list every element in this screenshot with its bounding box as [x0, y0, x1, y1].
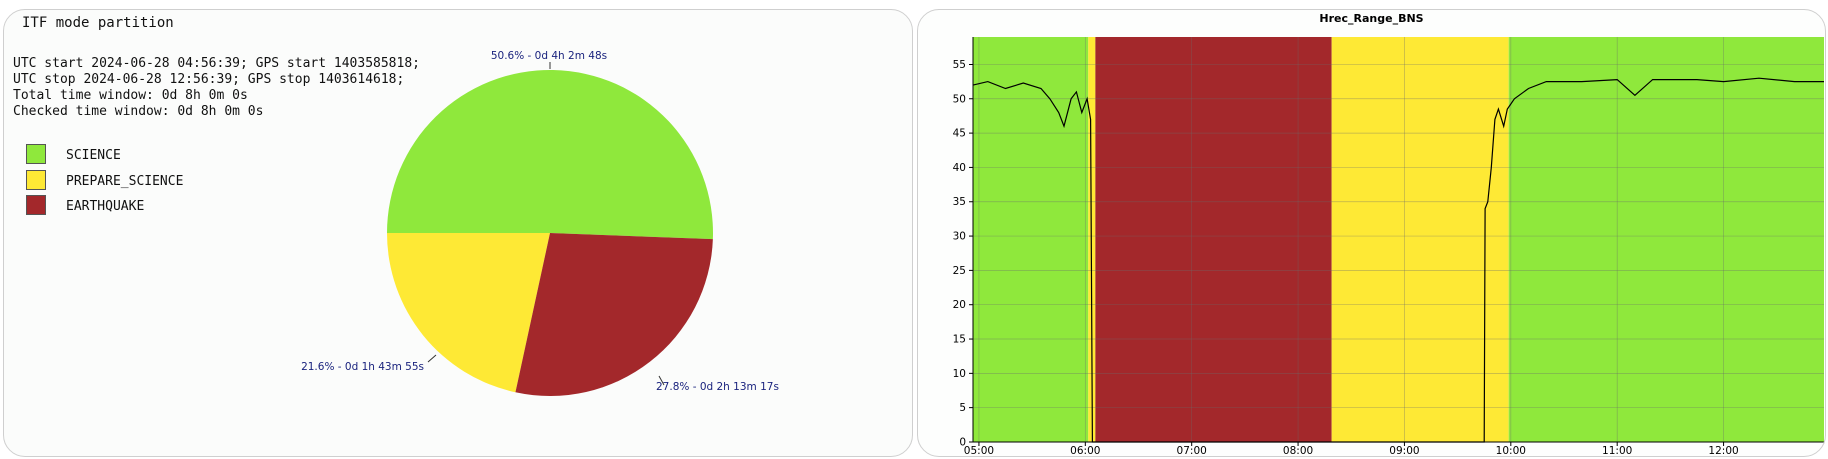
pie-label-tick-earthquake [658, 375, 665, 386]
y-tick-label-35: 35 [953, 196, 966, 208]
mode-partition-panel: ITF mode partition UTC start 2024-06-28 … [3, 9, 913, 457]
x-tick-label-0900: 09:00 [1389, 445, 1419, 457]
y-tick-label-25: 25 [953, 265, 966, 277]
pie-slice-earthquake [515, 233, 713, 397]
y-tick-label-10: 10 [953, 368, 966, 380]
mode-band-science-4 [1508, 37, 1824, 442]
utc-start-line: UTC start 2024-06-28 04:56:39; GPS start… [13, 56, 420, 71]
y-tick-label-55: 55 [953, 59, 966, 71]
pie-chart: 50.6% - 0d 4h 2m 48s 21.6% - 0d 1h 43m 55… [301, 50, 779, 397]
y-tick-label-50: 50 [953, 93, 966, 105]
checked-time-window-line: Checked time window: 0d 8h 0m 0s [13, 104, 264, 119]
legend-swatch-science [26, 144, 46, 164]
data-line-0 [972, 77, 1824, 443]
pie-label-prepare-science: 21.6% - 0d 1h 43m 55s [301, 361, 424, 373]
x-tick-label-1200: 12:00 [1708, 445, 1738, 457]
y-tick-label-30: 30 [953, 231, 966, 243]
y-tick-label-5: 5 [959, 402, 966, 414]
legend-label-science: SCIENCE [66, 148, 121, 163]
y-tick-label-0: 0 [959, 437, 966, 449]
mode-band-prepare-science-3 [1331, 37, 1509, 442]
legend-label-prepare-science: PREPARE_SCIENCE [66, 174, 184, 189]
mode-band-science-0 [973, 37, 1089, 442]
x-tick-label-0600: 06:00 [1070, 445, 1100, 457]
pie-chart-title: ITF mode partition [22, 15, 174, 31]
x-tick-label-0500: 05:00 [964, 445, 994, 457]
legend-swatch-prepare-science [26, 170, 46, 190]
total-time-window-line: Total time window: 0d 8h 0m 0s [13, 88, 248, 103]
y-tick-label-45: 45 [953, 128, 966, 140]
x-tick-label-0800: 08:00 [1283, 445, 1313, 457]
x-tick-label-1000: 10:00 [1496, 445, 1526, 457]
y-tick-label-20: 20 [953, 299, 966, 311]
x-tick-label-0700: 07:00 [1177, 445, 1207, 457]
y-tick-label-15: 15 [953, 334, 966, 346]
mode-band-earthquake-2 [1095, 37, 1332, 442]
legend-swatch-earthquake [26, 195, 46, 215]
legend-label-earthquake: EARTHQUAKE [66, 199, 145, 214]
y-tick-label-40: 40 [953, 162, 966, 174]
pie-label-tick-prepare-science [427, 354, 437, 363]
x-tick-label-1100: 11:00 [1602, 445, 1632, 457]
timeseries-title: Hrec_Range_BNS [1319, 12, 1424, 25]
hrec-range-panel: 0 5 10 15 20 25 30 35 40 45 50 55 05:00 06:00 07:00 08:… [917, 9, 1826, 457]
pie-slice-prepare-science [387, 233, 550, 393]
pie-label-earthquake: 27.8% - 0d 2h 13m 17s [656, 381, 779, 393]
utc-stop-line: UTC stop 2024-06-28 12:56:39; GPS stop 1… [13, 72, 405, 87]
pie-label-science: 50.6% - 0d 4h 2m 48s [491, 50, 607, 62]
pie-slice-science [387, 69, 714, 240]
hrec-range-chart: 0 5 10 15 20 25 30 35 40 45 50 55 05:00 06:00 07:00 08:… [953, 37, 1824, 457]
